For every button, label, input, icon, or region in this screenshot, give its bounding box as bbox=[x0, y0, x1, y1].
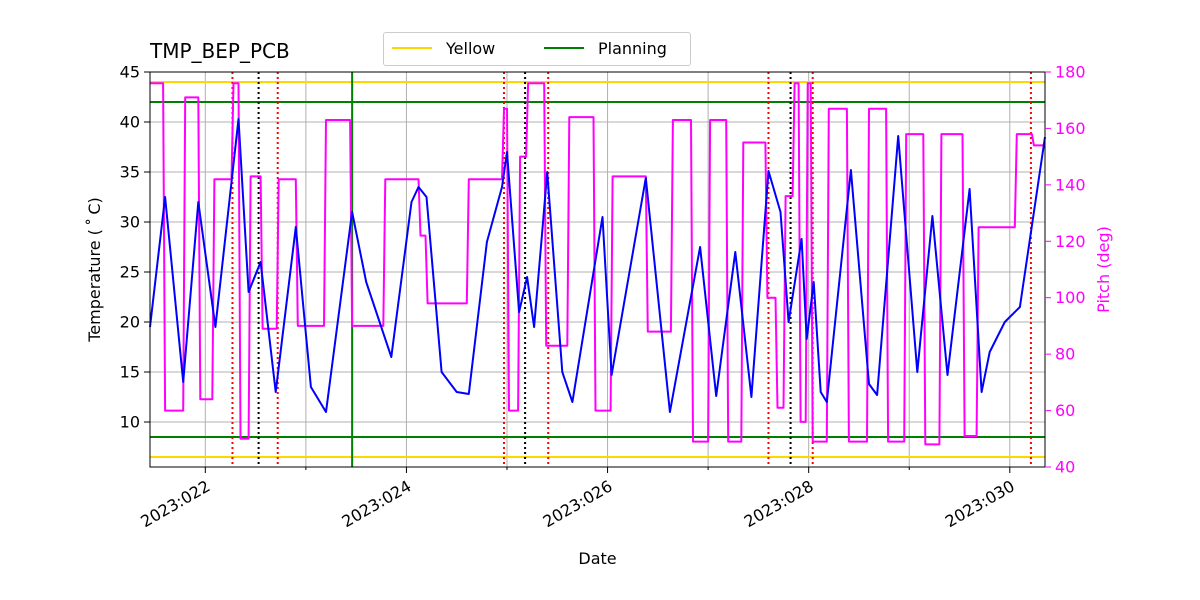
y-tick-label: 35 bbox=[120, 163, 140, 182]
y-tick-label: 30 bbox=[120, 213, 140, 232]
legend: Yellow Planning bbox=[383, 32, 691, 66]
x-tick-label: 2023:022 bbox=[137, 476, 213, 531]
series-lines bbox=[149, 82, 1046, 446]
y2-tick-label: 180 bbox=[1055, 63, 1086, 82]
y2-tick-label: 60 bbox=[1055, 401, 1075, 420]
tick-marks bbox=[144, 71, 1051, 473]
y2-tick-label: 40 bbox=[1055, 458, 1075, 477]
legend-item-planning: Planning bbox=[544, 37, 667, 59]
y2-tick-label: 140 bbox=[1055, 175, 1086, 194]
x-tick-label: 2023:026 bbox=[540, 476, 616, 531]
y-tick-label: 40 bbox=[120, 113, 140, 132]
y-tick-label: 10 bbox=[120, 413, 140, 432]
limit-lines bbox=[150, 81, 1045, 458]
y-tick-label: 45 bbox=[120, 63, 140, 82]
y-axis-label: Temperature ( ˚ C) bbox=[85, 197, 104, 342]
x-tick-label: 2023:024 bbox=[339, 476, 415, 531]
y2-axis-label: Pitch (deg) bbox=[1094, 226, 1113, 313]
series-line-pitch bbox=[150, 82, 1045, 446]
legend-label-yellow: Yellow bbox=[446, 38, 496, 58]
x-axis-label: Date bbox=[578, 549, 616, 568]
y-tick-label: 15 bbox=[120, 363, 140, 382]
series-line-temperature bbox=[149, 118, 1046, 413]
grid bbox=[150, 71, 1045, 467]
x-tick-label: 2023:030 bbox=[942, 476, 1018, 531]
legend-item-yellow: Yellow bbox=[392, 37, 495, 59]
y2-tick-label: 120 bbox=[1055, 232, 1086, 251]
legend-swatch-planning bbox=[544, 47, 584, 49]
y2-tick-label: 100 bbox=[1055, 288, 1086, 307]
y-tick-label: 20 bbox=[120, 313, 140, 332]
y2-tick-label: 80 bbox=[1055, 345, 1075, 364]
y-tick-label: 25 bbox=[120, 263, 140, 282]
x-tick-label: 2023:028 bbox=[741, 476, 817, 531]
chart-title: TMP_BEP_PCB bbox=[149, 39, 290, 63]
legend-swatch-yellow bbox=[392, 47, 432, 49]
legend-label-planning: Planning bbox=[598, 38, 667, 58]
y2-tick-label: 160 bbox=[1055, 119, 1086, 138]
plot-frame bbox=[149, 71, 1046, 468]
